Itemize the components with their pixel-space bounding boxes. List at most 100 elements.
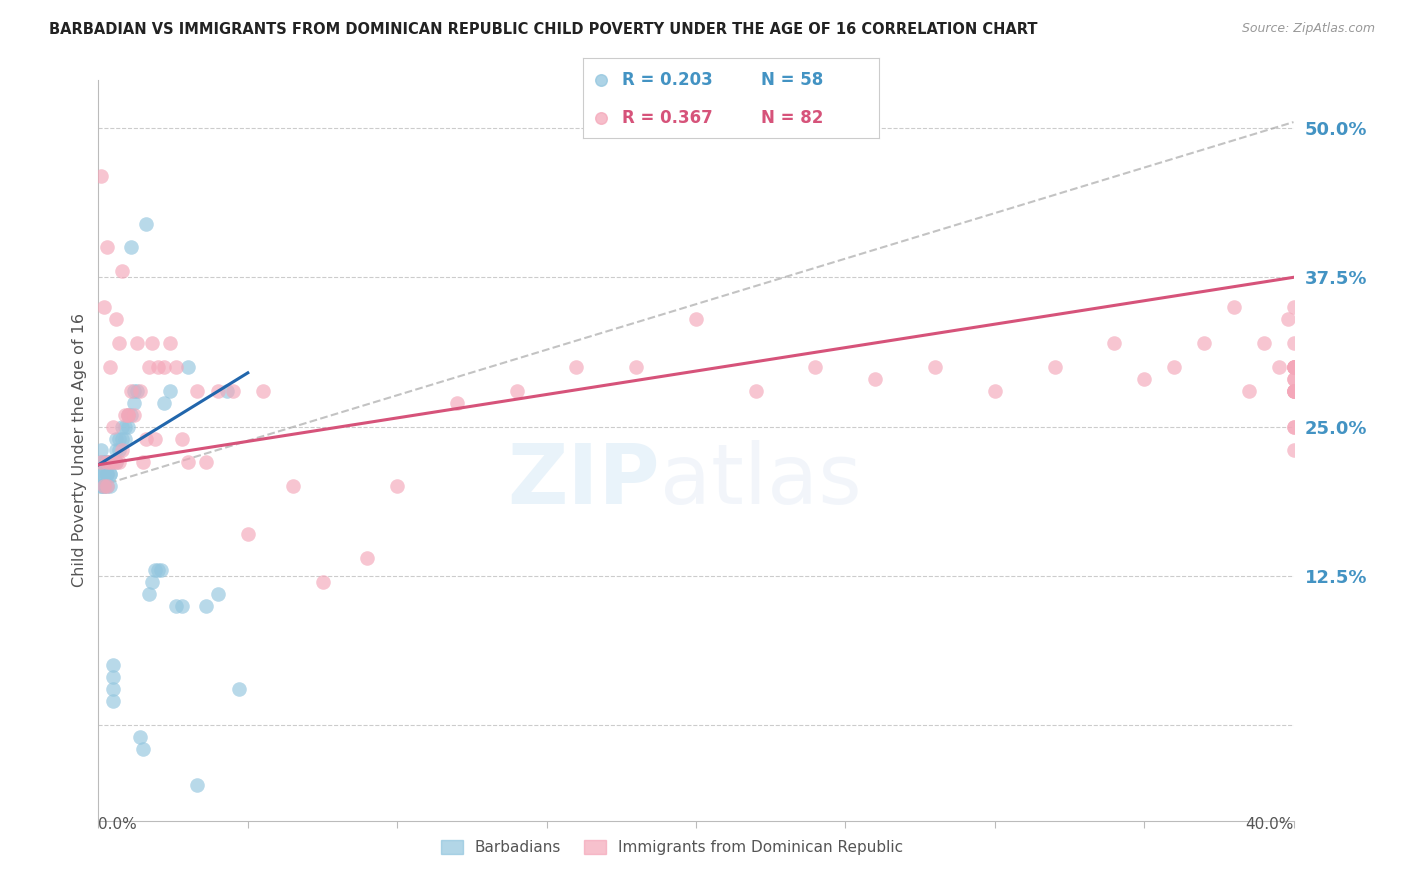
Point (114, 419, 136, 434)
Point (1282, 359, 1305, 374)
Text: 40.0%: 40.0% (1246, 817, 1294, 832)
Point (103, 670, 125, 684)
Point (103, 682, 125, 697)
Point (207, 384, 229, 398)
Point (153, 359, 176, 374)
Point (90, 455, 112, 469)
Text: ZIP: ZIP (508, 440, 661, 521)
Point (93, 300, 115, 314)
Point (103, 419, 125, 434)
Point (685, 312, 707, 326)
Point (96, 455, 118, 469)
Point (90, 455, 112, 469)
Point (153, 395, 176, 409)
Point (93, 479, 115, 493)
Point (141, 574, 163, 589)
Point (1104, 336, 1126, 351)
Point (150, 563, 173, 577)
Point (172, 432, 194, 446)
Point (228, 682, 250, 697)
Point (865, 372, 887, 386)
Point (93, 467, 115, 482)
Point (1282, 336, 1305, 351)
Point (98, 359, 122, 374)
Point (1282, 359, 1305, 374)
Point (105, 455, 128, 469)
Point (1282, 372, 1305, 386)
Point (195, 599, 218, 613)
Point (96, 455, 118, 469)
Point (1282, 384, 1305, 398)
Point (1133, 372, 1156, 386)
Point (124, 395, 146, 409)
Text: N = 82: N = 82 (761, 109, 823, 128)
Point (1282, 419, 1305, 434)
Point (1267, 359, 1289, 374)
Point (1282, 443, 1305, 458)
Point (132, 742, 155, 756)
Point (135, 217, 157, 231)
Point (120, 408, 142, 422)
Point (103, 455, 125, 469)
Point (138, 587, 160, 601)
Point (1282, 300, 1305, 314)
Point (1253, 336, 1275, 351)
Point (111, 432, 134, 446)
Point (93, 479, 115, 493)
Point (591, 112, 613, 126)
Point (117, 408, 139, 422)
Point (506, 384, 529, 398)
Point (105, 312, 128, 326)
Point (804, 359, 827, 374)
Point (159, 384, 181, 398)
Point (129, 384, 152, 398)
Point (143, 563, 166, 577)
Point (311, 574, 333, 589)
Point (90, 479, 112, 493)
Point (93, 467, 115, 482)
Point (1163, 359, 1185, 374)
Point (1043, 359, 1066, 374)
Point (114, 408, 136, 422)
Point (103, 658, 125, 673)
Point (90, 467, 112, 482)
Text: atlas: atlas (661, 440, 862, 521)
Point (207, 587, 229, 601)
Point (591, 73, 613, 87)
Point (96, 240, 118, 254)
Point (129, 730, 152, 744)
Text: Source: ZipAtlas.com: Source: ZipAtlas.com (1241, 22, 1375, 36)
Point (1282, 359, 1305, 374)
Point (90, 169, 112, 183)
Point (120, 240, 142, 254)
Point (90, 479, 112, 493)
Point (165, 359, 187, 374)
Point (98, 467, 122, 482)
Point (356, 550, 378, 565)
Point (1282, 384, 1305, 398)
Point (252, 384, 274, 398)
Point (103, 694, 125, 708)
Point (1223, 300, 1246, 314)
Text: R = 0.367: R = 0.367 (621, 109, 713, 128)
Point (1282, 419, 1305, 434)
Point (96, 479, 118, 493)
Point (281, 479, 304, 493)
Point (177, 359, 200, 374)
Point (105, 443, 128, 458)
Legend: Barbadians, Immigrants from Dominican Republic: Barbadians, Immigrants from Dominican Re… (434, 834, 910, 861)
Point (1237, 384, 1260, 398)
Point (96, 455, 118, 469)
Point (117, 419, 139, 434)
Point (385, 479, 409, 493)
Point (222, 384, 245, 398)
Point (114, 432, 136, 446)
Point (1192, 336, 1215, 351)
Point (108, 455, 131, 469)
Point (177, 455, 200, 469)
Text: BARBADIAN VS IMMIGRANTS FROM DOMINICAN REPUBLIC CHILD POVERTY UNDER THE AGE OF 1: BARBADIAN VS IMMIGRANTS FROM DOMINICAN R… (49, 22, 1038, 37)
Point (236, 527, 259, 541)
Point (108, 432, 131, 446)
Point (124, 408, 146, 422)
Point (111, 419, 134, 434)
